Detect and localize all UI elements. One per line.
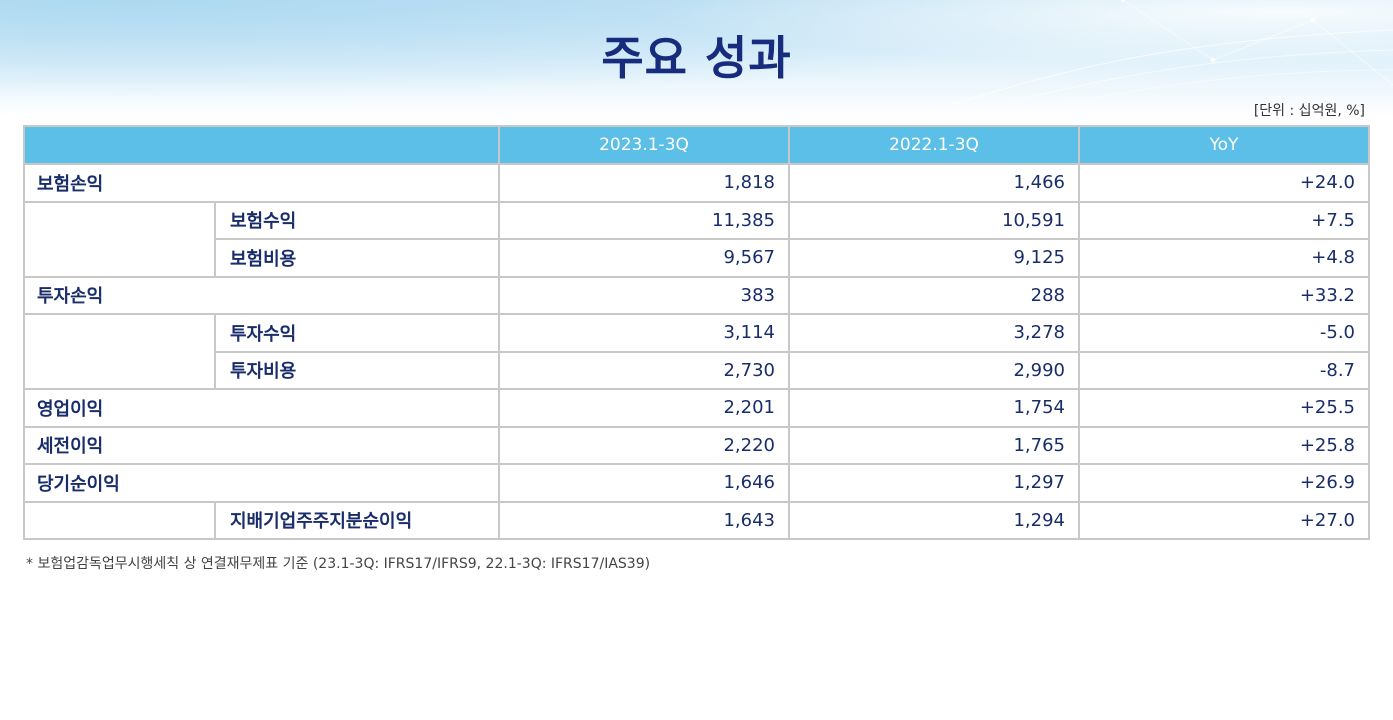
row-label: 투자손익 (23, 275, 500, 315)
indent-cell (23, 239, 216, 278)
value-yoy: -8.7 (1078, 350, 1370, 390)
value-yoy: +7.5 (1078, 200, 1370, 240)
value-2023: 383 (498, 275, 790, 315)
table-row: 보험손익 1,818 1,466 +24.0 (23, 163, 1370, 203)
header-2022: 2022.1-3Q (788, 125, 1080, 165)
table-row: 세전이익 2,220 1,765 +25.8 (23, 425, 1370, 465)
value-2022: 1,765 (788, 425, 1080, 465)
row-sublabel: 보험수익 (214, 200, 500, 240)
table-row: 당기순이익 1,646 1,297 +26.9 (23, 463, 1370, 503)
value-2022: 3,278 (788, 313, 1080, 353)
value-2023: 9,567 (498, 238, 790, 278)
table-row: 지배기업주주지분순이익 1,643 1,294 +27.0 (23, 500, 1370, 540)
value-yoy: +24.0 (1078, 163, 1370, 203)
table-header-row: 2023.1-3Q 2022.1-3Q YoY (23, 125, 1370, 165)
row-label: 당기순이익 (23, 463, 500, 503)
value-yoy: +27.0 (1078, 500, 1370, 540)
value-2023: 3,114 (498, 313, 790, 353)
header-background (0, 0, 1393, 118)
value-yoy: +4.8 (1078, 238, 1370, 278)
table-row: 보험비용 9,567 9,125 +4.8 (23, 238, 1370, 278)
value-yoy: +33.2 (1078, 275, 1370, 315)
row-label: 세전이익 (23, 425, 500, 465)
indent-cell (23, 314, 216, 352)
table-row: 영업이익 2,201 1,754 +25.5 (23, 388, 1370, 428)
indent-cell (23, 351, 216, 390)
value-2023: 2,730 (498, 350, 790, 390)
row-sublabel: 지배기업주주지분순이익 (214, 500, 500, 540)
table-row: 보험수익 11,385 10,591 +7.5 (23, 200, 1370, 240)
row-label: 보험손익 (23, 163, 500, 203)
value-2023: 1,646 (498, 463, 790, 503)
value-yoy: -5.0 (1078, 313, 1370, 353)
value-2022: 1,466 (788, 163, 1080, 203)
value-2022: 10,591 (788, 200, 1080, 240)
value-2022: 2,990 (788, 350, 1080, 390)
value-2023: 1,818 (498, 163, 790, 203)
value-2023: 1,643 (498, 500, 790, 540)
indent-cell (23, 501, 216, 540)
header-label-column (23, 125, 500, 165)
page-title: 주요 성과 (601, 31, 792, 85)
value-2022: 1,297 (788, 463, 1080, 503)
value-yoy: +25.8 (1078, 425, 1370, 465)
table-row: 투자수익 3,114 3,278 -5.0 (23, 313, 1370, 353)
value-2023: 11,385 (498, 200, 790, 240)
unit-note: [단위 : 십억원, %] (1253, 103, 1365, 119)
value-yoy: +26.9 (1078, 463, 1370, 503)
header-2023: 2023.1-3Q (498, 125, 790, 165)
value-2023: 2,201 (498, 388, 790, 428)
table-row: 투자손익 383 288 +33.2 (23, 275, 1370, 315)
footnote: * 보험업감독업무시행세칙 상 연결재무제표 기준 (23.1-3Q: IFRS… (26, 556, 651, 572)
table-row: 투자비용 2,730 2,990 -8.7 (23, 350, 1370, 390)
decorative-network-graphic (912, 0, 1393, 118)
value-2022: 1,294 (788, 500, 1080, 540)
row-label: 영업이익 (23, 388, 500, 428)
header-yoy: YoY (1078, 125, 1370, 165)
row-sublabel: 투자비용 (214, 350, 500, 390)
results-table: 2023.1-3Q 2022.1-3Q YoY 보험손익 1,818 1,466… (23, 125, 1370, 540)
row-sublabel: 투자수익 (214, 313, 500, 353)
row-sublabel: 보험비용 (214, 238, 500, 278)
value-2022: 9,125 (788, 238, 1080, 278)
indent-cell (23, 201, 216, 239)
value-2023: 2,220 (498, 425, 790, 465)
value-2022: 288 (788, 275, 1080, 315)
value-yoy: +25.5 (1078, 388, 1370, 428)
value-2022: 1,754 (788, 388, 1080, 428)
